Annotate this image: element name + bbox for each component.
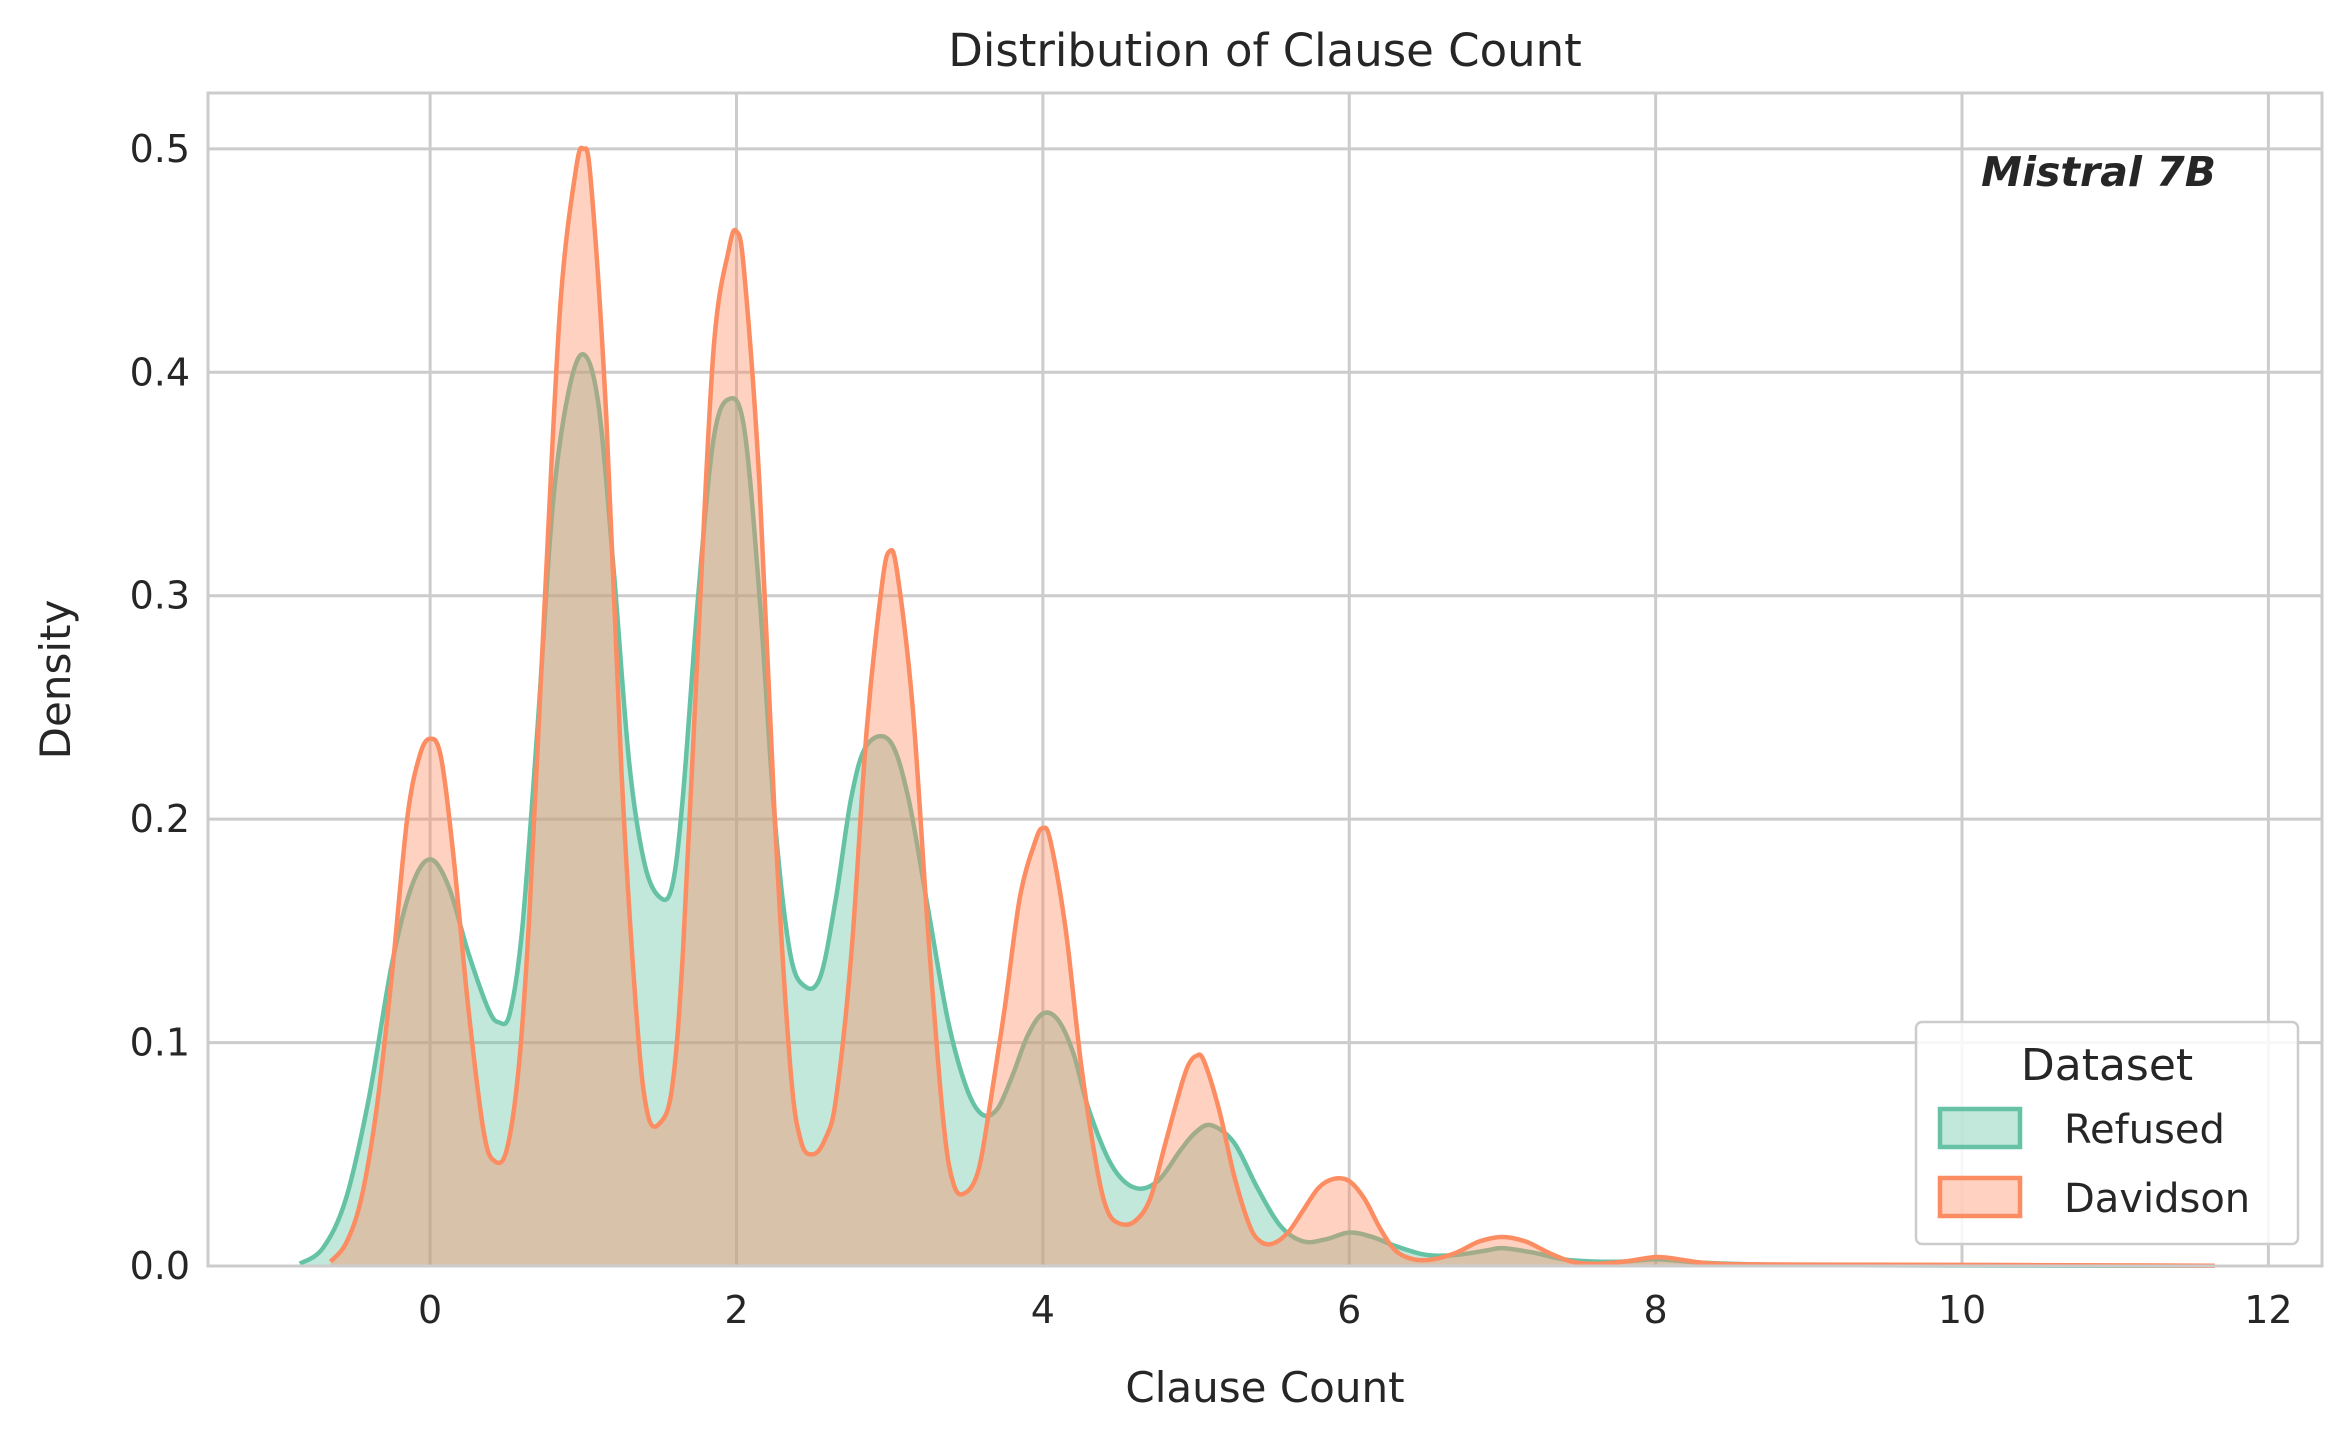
y-tick-label: 0.2 [130,797,190,841]
legend-box [1914,1020,2300,1246]
plot-frame [206,91,2324,1268]
legend-label-refused: Refused [2064,1107,2225,1153]
series-area-refused [299,354,2215,1266]
legend-title: Dataset [2021,1040,2193,1091]
x-axis-label: Clause Count [1125,1363,1404,1412]
legend-items: Refused Davidson [1937,1106,2250,1222]
y-tick-label: 0.3 [130,574,190,618]
model-annotation: Mistral 7B [1981,148,2216,196]
legend-swatch-refused [1937,1106,2023,1150]
y-tick-label: 0.5 [130,127,190,171]
x-tick-label: 0 [418,1288,442,1332]
y-tick-label: 0.4 [130,350,190,394]
x-tick-label: 2 [724,1288,748,1332]
series-area-davidson [330,147,2215,1267]
x-tick-label: 10 [1938,1288,1986,1332]
series-layer [298,145,2215,1269]
y-axis-label: Density [31,600,80,760]
legend-swatch-davidson [1937,1175,2023,1219]
x-tick-label: 8 [1644,1288,1668,1332]
y-tick-label: 0.0 [130,1244,190,1288]
x-tick-label: 12 [2244,1288,2292,1332]
y-tick-label: 0.1 [130,1021,190,1065]
tick-labels: 0 2 4 6 8 10 12 0.0 0.1 0.2 0.3 0.4 0.5 [130,127,2293,1332]
chart-title: Distribution of Clause Count [948,24,1582,77]
x-tick-label: 6 [1337,1288,1361,1332]
legend-label-davidson: Davidson [2064,1176,2250,1222]
series-line-davidson [328,145,2215,1269]
x-tick-label: 4 [1031,1288,1055,1332]
legend: Dataset Refused Davidson [1914,1020,2300,1246]
